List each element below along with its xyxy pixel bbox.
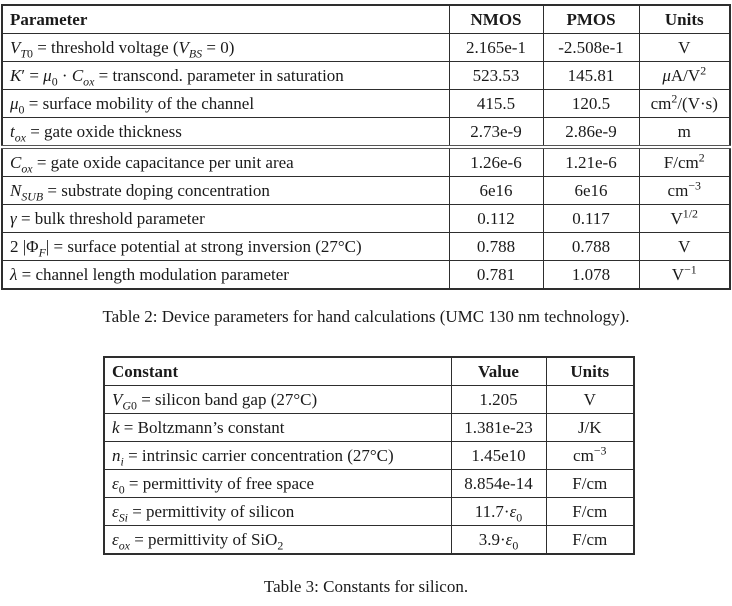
parameter-cell: γ = bulk threshold parameter [1, 204, 450, 233]
column-header-pmos: PMOS [542, 4, 640, 34]
column-header-units: Units [545, 356, 635, 386]
nmos-value-cell: 0.112 [448, 204, 544, 233]
units-cell: F/cm2 [638, 145, 731, 177]
parameter-cell: VT0 = threshold voltage (VBS = 0) [1, 33, 450, 62]
parameter-cell: NSUB = substrate doping concentration [1, 176, 450, 205]
nmos-value-cell: 0.781 [448, 260, 544, 290]
constant-cell: VG0 = silicon band gap (27°C) [103, 385, 452, 414]
constant-cell: εSi = permittivity of silicon [103, 497, 452, 526]
parameter-cell: μ0 = surface mobility of the channel [1, 89, 450, 118]
table2-caption: Table 2: Device parameters for hand calc… [102, 307, 630, 326]
parameter-cell: Cox = gate oxide capacitance per unit ar… [1, 145, 450, 177]
table-row-mu0: μ0 = surface mobility of the channel 415… [1, 89, 731, 118]
pmos-value-cell: 1.21e-6 [542, 145, 640, 177]
units-cell: V [545, 385, 635, 414]
nmos-value-cell: 523.53 [448, 61, 544, 90]
table-row-epsox: εox = permittivity of SiO2 3.9·ε0 F/cm [103, 525, 635, 555]
pmos-value-cell: 6e16 [542, 176, 640, 205]
table3-caption: Table 3: Constants for silicon. [263, 577, 469, 596]
value-cell: 1.45e10 [450, 441, 547, 470]
table-row-lambda: λ = channel length modulation parameter … [1, 260, 731, 290]
units-cell: J/K [545, 413, 635, 442]
parameter-cell: 2 |ΦF| = surface potential at strong inv… [1, 232, 450, 261]
table-header-row: Parameter NMOS PMOS Units [1, 4, 731, 34]
table-header-row: Constant Value Units [103, 356, 635, 386]
column-header-value: Value [450, 356, 547, 386]
column-header-nmos: NMOS [448, 4, 544, 34]
column-header-constant: Constant [103, 356, 452, 386]
table-row-ni: ni = intrinsic carrier concentration (27… [103, 441, 635, 470]
table-row-kprime: K′ = μ0 · Cox = transcond. parameter in … [1, 61, 731, 90]
pmos-value-cell: 1.078 [542, 260, 640, 290]
constant-cell: k = Boltzmann’s constant [103, 413, 452, 442]
nmos-value-cell: 2.165e-1 [448, 33, 544, 62]
pmos-value-cell: 2.86e-9 [542, 117, 640, 148]
units-cell: cm−3 [545, 441, 635, 470]
pmos-value-cell: 145.81 [542, 61, 640, 90]
table-row-vt0: VT0 = threshold voltage (VBS = 0) 2.165e… [1, 33, 731, 62]
units-cell: cm2/(V·s) [638, 89, 731, 118]
units-cell: m [638, 117, 731, 148]
nmos-value-cell: 6e16 [448, 176, 544, 205]
table-row-eps0: ε0 = permittivity of free space 8.854e-1… [103, 469, 635, 498]
constant-cell: ni = intrinsic carrier concentration (27… [103, 441, 452, 470]
pmos-value-cell: 0.117 [542, 204, 640, 233]
units-cell: V [638, 232, 731, 261]
table-row-phif: 2 |ΦF| = surface potential at strong inv… [1, 232, 731, 261]
units-cell: μA/V2 [638, 61, 731, 90]
parameter-cell: K′ = μ0 · Cox = transcond. parameter in … [1, 61, 450, 90]
value-cell: 8.854e-14 [450, 469, 547, 498]
table-row-vg0: VG0 = silicon band gap (27°C) 1.205 V [103, 385, 635, 414]
value-cell: 1.381e-23 [450, 413, 547, 442]
units-cell: V1/2 [638, 204, 731, 233]
value-cell: 11.7·ε0 [450, 497, 547, 526]
table-row-epssi: εSi = permittivity of silicon 11.7·ε0 F/… [103, 497, 635, 526]
nmos-value-cell: 415.5 [448, 89, 544, 118]
pmos-value-cell: 0.788 [542, 232, 640, 261]
value-cell: 3.9·ε0 [450, 525, 547, 555]
value-cell: 1.205 [450, 385, 547, 414]
nmos-value-cell: 2.73e-9 [448, 117, 544, 148]
parameter-cell: λ = channel length modulation parameter [1, 260, 450, 290]
constant-cell: εox = permittivity of SiO2 [103, 525, 452, 555]
table-row-nsub: NSUB = substrate doping concentration 6e… [1, 176, 731, 205]
column-header-parameter: Parameter [1, 4, 450, 34]
units-cell: F/cm [545, 497, 635, 526]
units-cell: cm−3 [638, 176, 731, 205]
constant-cell: ε0 = permittivity of free space [103, 469, 452, 498]
units-cell: F/cm [545, 525, 635, 555]
units-cell: F/cm [545, 469, 635, 498]
pmos-value-cell: 120.5 [542, 89, 640, 118]
units-cell: V−1 [638, 260, 731, 290]
silicon-constants-table: Constant Value Units VG0 = silicon band … [103, 356, 635, 555]
table-row-tox: tox = gate oxide thickness 2.73e-9 2.86e… [1, 117, 731, 148]
device-parameters-table: Parameter NMOS PMOS Units VT0 = threshol… [1, 4, 731, 290]
table-row-gamma: γ = bulk threshold parameter 0.112 0.117… [1, 204, 731, 233]
table-row-cox: Cox = gate oxide capacitance per unit ar… [1, 145, 731, 177]
parameter-cell: tox = gate oxide thickness [1, 117, 450, 148]
table-row-k: k = Boltzmann’s constant 1.381e-23 J/K [103, 413, 635, 442]
pmos-value-cell: -2.508e-1 [542, 33, 640, 62]
nmos-value-cell: 0.788 [448, 232, 544, 261]
units-cell: V [638, 33, 731, 62]
nmos-value-cell: 1.26e-6 [448, 145, 544, 177]
column-header-units: Units [638, 4, 731, 34]
